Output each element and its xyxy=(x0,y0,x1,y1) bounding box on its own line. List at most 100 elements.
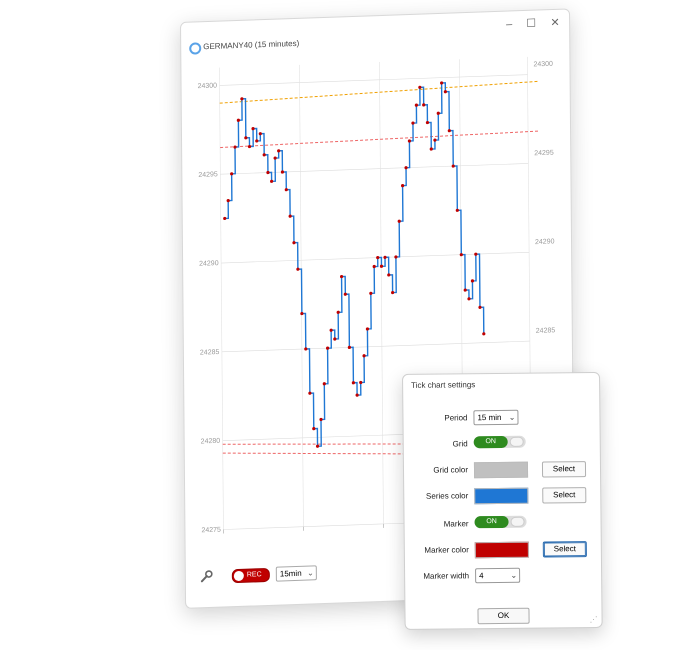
y-tick-label-left: 24280 xyxy=(201,438,221,446)
marker-width-label: Marker width xyxy=(423,571,470,581)
marker-width-select[interactable]: 4 ⌄ xyxy=(475,567,521,584)
data-point-marker xyxy=(322,382,326,386)
data-point-marker xyxy=(418,85,422,89)
y-tick-label-right: 24285 xyxy=(536,327,556,335)
data-point-marker xyxy=(459,253,463,257)
grid-line-vertical xyxy=(379,62,384,524)
y-tick-label-left: 24275 xyxy=(201,527,221,535)
marker-color-select-button[interactable]: Select xyxy=(542,541,587,558)
data-point-marker xyxy=(376,256,380,260)
data-point-marker xyxy=(414,103,418,107)
marker-toggle-knob xyxy=(510,516,525,527)
marker-toggle[interactable]: ON xyxy=(474,515,527,529)
series-color-row: Series color Select xyxy=(404,487,600,509)
data-point-marker xyxy=(230,172,234,176)
tick-chart: 24300 24295 24290 24285 24280 24275 24300 24295… xyxy=(181,47,573,560)
data-point-marker xyxy=(407,139,411,143)
wrench-icon[interactable] xyxy=(200,569,214,583)
y-tick-label-right: 24300 xyxy=(533,61,553,69)
series-color-select-button[interactable]: Select xyxy=(542,487,587,504)
reference-line xyxy=(219,80,538,104)
grid-color-row: Grid color Select xyxy=(404,461,600,483)
data-point-marker xyxy=(288,214,292,218)
data-point-marker xyxy=(463,288,467,292)
data-point-marker xyxy=(343,292,347,296)
data-point-marker xyxy=(422,103,426,107)
data-point-marker xyxy=(273,156,277,160)
data-point-marker xyxy=(336,310,340,314)
chevron-down-icon: ⌄ xyxy=(510,570,518,580)
record-toggle-knob xyxy=(233,570,244,582)
data-point-marker xyxy=(258,132,262,136)
data-point-marker xyxy=(304,347,308,351)
period-label: Period xyxy=(444,413,468,423)
data-point-marker xyxy=(255,139,259,143)
period-row: Period 15 min ⌄ xyxy=(403,409,599,431)
y-tick-label-left: 24295 xyxy=(198,171,218,179)
data-point-marker xyxy=(347,345,351,349)
y-tick-label-right: 24295 xyxy=(534,150,554,158)
y-tick-label-left: 24300 xyxy=(198,82,218,90)
grid-toggle-state: ON xyxy=(473,435,508,449)
data-point-marker xyxy=(339,274,344,279)
marker-width-value: 4 xyxy=(479,571,484,581)
grid-color-swatch xyxy=(473,461,529,479)
marker-color-label: Marker color xyxy=(424,545,469,555)
resize-grip-icon[interactable]: ⋰ xyxy=(589,614,598,625)
data-point-marker xyxy=(429,147,433,151)
grid-color-select-button[interactable]: Select xyxy=(541,461,587,478)
period-dropdown[interactable]: 15min ⌄ xyxy=(275,565,317,582)
close-button[interactable]: ✕ xyxy=(550,16,560,30)
data-point-marker xyxy=(379,264,384,268)
grid-toggle[interactable]: ON xyxy=(473,435,526,449)
series-color-label: Series color xyxy=(425,491,469,501)
data-point-marker xyxy=(478,305,482,309)
period-select-value: 15 min xyxy=(477,412,502,423)
period-select[interactable]: 15 min ⌄ xyxy=(473,409,519,426)
data-point-marker xyxy=(236,118,240,122)
tick-chart-svg: 24300 24295 24290 24285 24280 24275 24300 24295… xyxy=(198,56,556,535)
tick-chart-settings-dialog: Tick chart settings Period 15 min ⌄ Grid… xyxy=(402,371,603,630)
minimize-button[interactable]: – xyxy=(505,18,513,31)
data-point-marker xyxy=(362,354,366,358)
marker-color-row: Marker color Select xyxy=(405,541,601,563)
ok-button[interactable]: OK xyxy=(477,607,530,625)
data-point-marker xyxy=(266,170,270,175)
reference-line xyxy=(220,130,539,149)
grid-line-horizontal xyxy=(221,340,530,353)
data-point-marker xyxy=(355,393,359,397)
data-point-marker xyxy=(223,216,227,221)
window-title: GERMANY40 (15 minutes) xyxy=(203,38,300,52)
data-point-marker xyxy=(404,166,408,170)
grid-label: Grid xyxy=(452,439,468,449)
data-point-marker xyxy=(262,153,266,157)
data-point-marker xyxy=(315,444,320,448)
marker-color-swatch xyxy=(474,541,529,559)
record-toggle[interactable]: REC xyxy=(231,567,270,584)
grid-row: Grid ON xyxy=(404,435,600,457)
data-point-marker xyxy=(387,273,391,277)
grid-color-label: Grid color xyxy=(433,465,469,475)
data-point-marker xyxy=(244,136,248,140)
grid-toggle-knob xyxy=(509,436,524,447)
data-point-marker xyxy=(397,219,401,223)
dialog-title: Tick chart settings xyxy=(411,380,476,390)
data-point-marker xyxy=(447,129,451,133)
data-point-marker xyxy=(319,417,323,422)
data-point-marker xyxy=(240,97,244,101)
data-point-marker xyxy=(325,346,330,350)
data-point-marker xyxy=(284,188,288,192)
data-point-marker xyxy=(247,144,252,149)
marker-label: Marker xyxy=(443,519,469,529)
data-point-marker xyxy=(277,149,281,153)
y-tick-label-left: 24290 xyxy=(199,260,219,268)
data-point-marker xyxy=(474,252,478,256)
data-point-marker xyxy=(436,111,440,115)
maximize-button[interactable]: ☐ xyxy=(526,17,537,30)
marker-width-row: Marker width 4 ⌄ xyxy=(405,567,601,589)
grid-line-horizontal xyxy=(219,74,528,86)
data-point-marker xyxy=(333,337,337,341)
data-point-marker xyxy=(451,164,455,168)
data-point-marker xyxy=(329,328,333,332)
grid-line-horizontal xyxy=(221,251,530,264)
